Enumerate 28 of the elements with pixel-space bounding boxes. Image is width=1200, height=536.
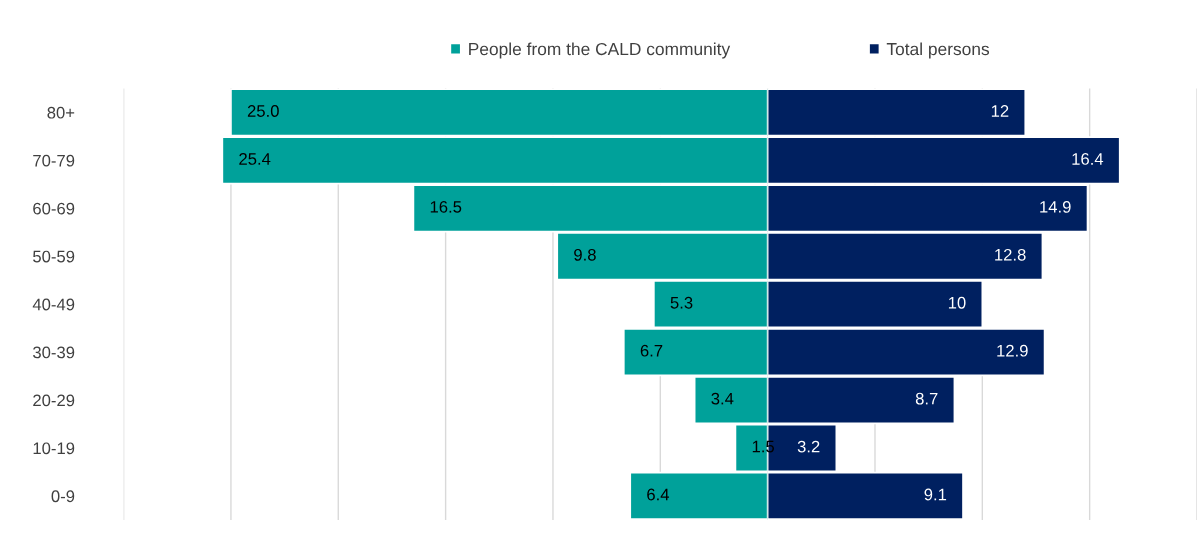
y-tick-label: 50-59 bbox=[33, 250, 75, 263]
y-tick-label: 40-49 bbox=[32, 298, 75, 311]
data-label: 8.7 bbox=[915, 392, 938, 405]
y-tick-label: 10-19 bbox=[33, 442, 75, 455]
data-label: 3.2 bbox=[797, 440, 820, 453]
data-label: 12 bbox=[991, 105, 1009, 117]
data-label: 6.7 bbox=[640, 344, 663, 357]
legend-label: Total persons bbox=[886, 42, 990, 59]
y-tick-label: 30-39 bbox=[33, 346, 75, 359]
y-tick-label: 70-79 bbox=[33, 154, 75, 167]
y-tick-label: 60-69 bbox=[33, 202, 75, 215]
data-label: 25.0 bbox=[247, 105, 279, 117]
data-label: 12.9 bbox=[997, 344, 1028, 357]
data-label: 6.4 bbox=[647, 488, 670, 501]
data-label: 16.4 bbox=[1072, 153, 1104, 165]
data-label: 9.1 bbox=[924, 488, 947, 501]
data-label: 10 bbox=[948, 296, 966, 309]
data-label: 9.8 bbox=[574, 248, 596, 261]
y-tick-label: 20-29 bbox=[33, 394, 75, 407]
data-label: 16.5 bbox=[430, 200, 462, 213]
y-tick-label: 80+ bbox=[47, 106, 75, 119]
data-label: 12.8 bbox=[995, 248, 1026, 261]
data-label: 3.4 bbox=[711, 392, 734, 405]
data-label: 14.9 bbox=[1040, 200, 1071, 213]
data-label: 5.3 bbox=[670, 296, 693, 309]
y-tick-label: 0-9 bbox=[51, 490, 75, 503]
data-label: 25.4 bbox=[239, 153, 271, 165]
legend-label: People from the CALD community bbox=[469, 42, 731, 59]
